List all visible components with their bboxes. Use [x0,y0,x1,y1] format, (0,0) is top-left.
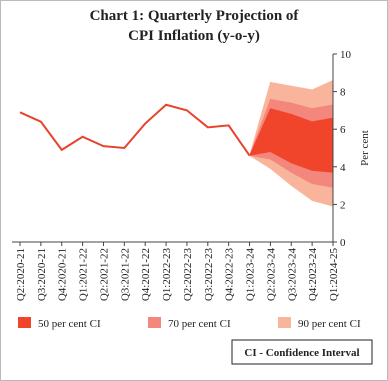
x-tick-label: Q1:2021-22 [78,248,90,301]
x-tick-label: Q4:2020-21 [57,248,69,301]
actual-line [19,103,251,157]
ci-band [291,113,313,171]
y-tick-label: 0 [340,237,346,249]
legend-swatch [278,317,291,328]
x-tick-label: Q1:2022-23 [161,248,173,302]
legend-label: 70 per cent CI [168,318,231,330]
ci-band [311,117,334,173]
x-tick-label: Q3:2022-23 [203,248,215,302]
legend-swatch [18,317,31,328]
note: CI - Confidence Interval [244,347,359,359]
legend-label: 90 per cent CI [298,318,361,330]
x-tick-label: Q3:2021-22 [119,248,131,301]
note-box [231,339,373,365]
y-axis-label: Per cent [359,130,371,166]
chart-title: CPI Inflation (y-o-y) [128,28,260,44]
x-tick-label: Q4:2022-23 [224,248,236,302]
y-tick-label: 6 [340,124,346,136]
x-tick-label: Q1:2024-25 [328,248,340,302]
x-tick-label: Q2:2021-22 [98,248,110,301]
legend-label: 50 per cent CI [38,318,101,330]
x-tick-label: Q3:2023-24 [286,248,298,302]
x-tick-label: Q4:2023-24 [307,248,319,302]
y-tick-label: 10 [340,49,352,61]
x-tick-label: Q2:2022-23 [182,248,194,302]
x-tick-label: Q2:2020-21 [15,248,27,301]
chart-title: Chart 1: Quarterly Projection of [90,8,300,24]
x-tick-label: Q3:2020-21 [36,248,48,301]
y-tick-label: 8 [340,87,346,99]
legend-swatch [148,317,161,328]
x-tick-label: Q2:2023-24 [265,248,277,302]
y-tick-label: 4 [340,162,346,174]
y-tick-label: 2 [340,199,346,211]
x-tick-label: Q4:2021-22 [140,248,152,301]
x-tick-label: Q1:2023-24 [245,248,257,302]
